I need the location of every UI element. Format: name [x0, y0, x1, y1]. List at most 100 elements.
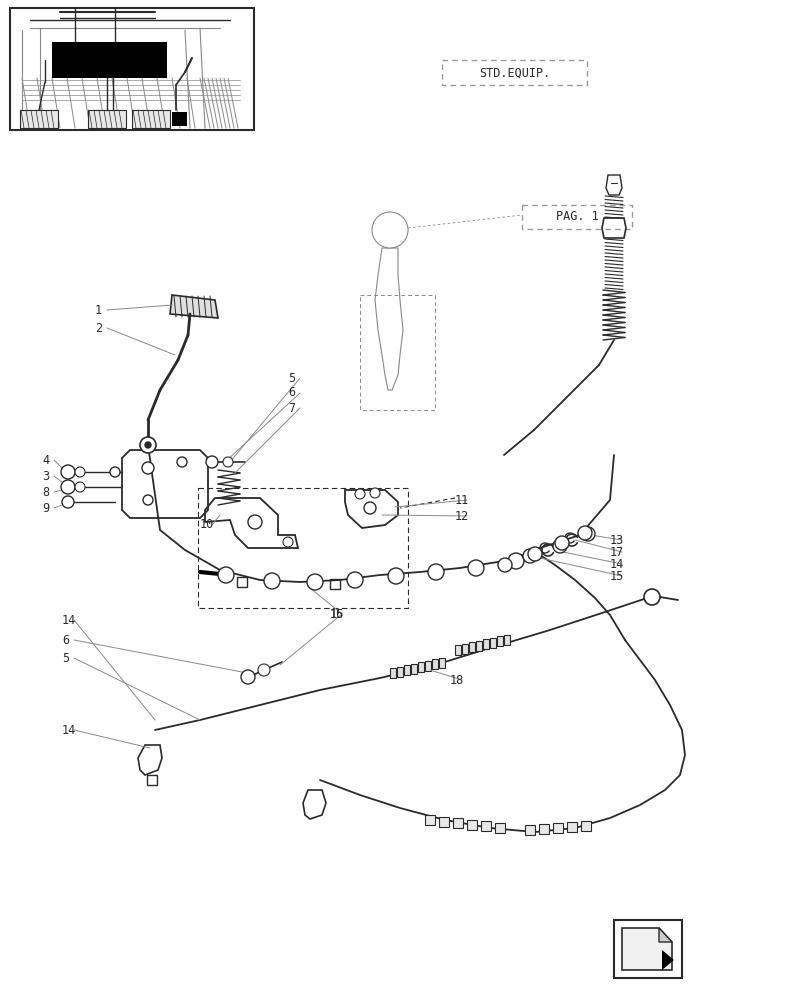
Polygon shape: [483, 639, 489, 649]
Circle shape: [218, 567, 234, 583]
Circle shape: [61, 465, 75, 479]
Text: 18: 18: [450, 674, 465, 686]
Bar: [581, 821, 591, 831]
Bar: [553, 823, 563, 833]
Circle shape: [241, 670, 255, 684]
Circle shape: [428, 564, 444, 580]
Polygon shape: [504, 635, 510, 645]
Circle shape: [555, 536, 569, 550]
Text: 12: 12: [455, 510, 469, 522]
Polygon shape: [622, 928, 672, 970]
Polygon shape: [490, 638, 495, 648]
Bar: [453, 818, 463, 828]
Circle shape: [528, 547, 542, 561]
Circle shape: [498, 558, 512, 572]
Bar: [88, 110, 126, 128]
Circle shape: [581, 527, 595, 541]
Circle shape: [223, 457, 233, 467]
Bar: [360, 295, 435, 410]
Text: 14: 14: [610, 558, 625, 570]
Circle shape: [347, 572, 363, 588]
Bar: [132, 110, 170, 128]
Circle shape: [143, 495, 153, 505]
Bar: [52, 42, 167, 78]
Polygon shape: [462, 644, 468, 654]
Text: 3: 3: [42, 470, 49, 483]
Circle shape: [372, 212, 408, 248]
Text: 14: 14: [62, 613, 76, 626]
Bar: [481, 821, 491, 831]
Bar: [198, 488, 408, 608]
Circle shape: [177, 457, 187, 467]
Text: PAG. 1: PAG. 1: [556, 211, 599, 224]
Circle shape: [283, 537, 293, 547]
Polygon shape: [418, 662, 423, 672]
Bar: [330, 579, 340, 589]
Circle shape: [388, 568, 404, 584]
Text: 6: 6: [288, 386, 295, 399]
Bar: [147, 775, 157, 785]
Text: 11: 11: [455, 493, 469, 506]
Text: 2: 2: [95, 322, 102, 334]
Text: 4: 4: [42, 454, 49, 466]
Bar: [425, 815, 435, 825]
Polygon shape: [404, 665, 410, 675]
Text: 16: 16: [330, 607, 344, 620]
Bar: [172, 112, 187, 126]
Polygon shape: [425, 660, 431, 670]
Text: 5: 5: [288, 371, 295, 384]
Circle shape: [370, 488, 380, 498]
Bar: [495, 822, 505, 832]
Circle shape: [364, 502, 376, 514]
Circle shape: [553, 539, 567, 553]
Circle shape: [468, 560, 484, 576]
Circle shape: [206, 456, 218, 468]
Circle shape: [523, 549, 537, 563]
Polygon shape: [497, 636, 503, 646]
Text: 8: 8: [42, 486, 49, 498]
Polygon shape: [662, 950, 674, 970]
Circle shape: [142, 462, 154, 474]
Bar: [237, 577, 247, 587]
Polygon shape: [390, 668, 396, 678]
Bar: [442, 60, 587, 85]
Polygon shape: [432, 659, 438, 669]
Text: 7: 7: [288, 401, 295, 414]
Text: 13: 13: [610, 534, 625, 546]
Bar: [522, 205, 632, 229]
Polygon shape: [397, 666, 402, 676]
Text: 5: 5: [62, 652, 69, 664]
Circle shape: [644, 589, 660, 605]
Circle shape: [355, 489, 365, 499]
Text: 1: 1: [95, 304, 102, 316]
Circle shape: [508, 553, 524, 569]
Bar: [20, 110, 58, 128]
Polygon shape: [659, 928, 672, 942]
Circle shape: [258, 664, 270, 676]
Circle shape: [140, 437, 156, 453]
Circle shape: [145, 442, 151, 448]
Circle shape: [62, 496, 74, 508]
Text: 9: 9: [42, 502, 49, 514]
Polygon shape: [476, 641, 482, 650]
Circle shape: [61, 480, 75, 494]
Circle shape: [307, 574, 323, 590]
Text: 14: 14: [62, 724, 76, 736]
Bar: [10, 8, 254, 130]
Polygon shape: [439, 658, 444, 668]
Polygon shape: [455, 645, 461, 655]
Text: 17: 17: [610, 546, 625, 558]
Text: 10: 10: [200, 518, 214, 532]
Text: 15: 15: [610, 570, 625, 582]
Polygon shape: [411, 664, 417, 674]
Circle shape: [248, 515, 262, 529]
Bar: [614, 920, 682, 978]
Text: 6: 6: [62, 634, 69, 647]
Text: STD.EQUIP.: STD.EQUIP.: [479, 66, 550, 80]
Circle shape: [75, 482, 85, 492]
Circle shape: [264, 573, 280, 589]
Polygon shape: [469, 642, 474, 652]
Bar: [567, 822, 577, 832]
Circle shape: [110, 467, 120, 477]
Circle shape: [75, 467, 85, 477]
